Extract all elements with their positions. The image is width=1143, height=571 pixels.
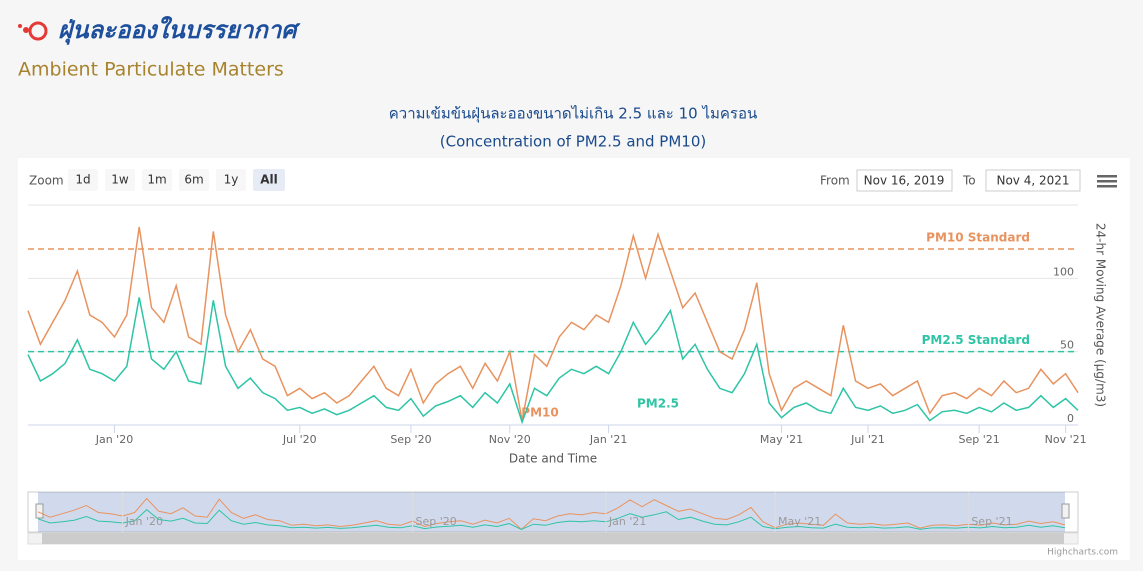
- series-line: [27, 226, 1079, 421]
- x-tick-label: Jul '21: [850, 433, 885, 446]
- range-button-label: 1d: [75, 173, 90, 187]
- from-value: Nov 16, 2019: [864, 174, 945, 188]
- range-button[interactable]: [179, 169, 209, 191]
- series-line: [27, 297, 1079, 425]
- navigator-mask[interactable]: [38, 492, 1065, 532]
- x-tick-label: Jan '20: [95, 433, 133, 446]
- navigator-tick-label: Sep '21: [971, 515, 1012, 528]
- range-button-label: All: [260, 173, 278, 187]
- navigator-handle[interactable]: [35, 503, 44, 519]
- to-value: Nov 4, 2021: [996, 174, 1069, 188]
- navigator-tick-label: Sep '20: [416, 515, 457, 528]
- range-button-label: 1w: [111, 173, 129, 187]
- x-axis-title: Date and Time: [509, 452, 597, 466]
- y-tick-label: 100: [1053, 265, 1074, 278]
- x-tick-label: Sep '21: [959, 433, 1000, 446]
- x-tick-label: May '21: [760, 433, 803, 446]
- to-label: To: [962, 174, 976, 188]
- y-tick-label: 50: [1060, 339, 1074, 352]
- x-tick-label: Sep '20: [390, 433, 431, 446]
- range-button-label: 1m: [147, 173, 166, 187]
- y-tick-label: 0: [1067, 412, 1074, 425]
- range-button[interactable]: [105, 169, 135, 191]
- x-tick-label: Jan '21: [589, 433, 627, 446]
- range-button-label: 6m: [184, 173, 203, 187]
- range-button[interactable]: [216, 169, 246, 191]
- standard-label: PM2.5 Standard: [922, 333, 1030, 347]
- menu-bar: [1097, 175, 1117, 178]
- x-tick-label: Jul '20: [282, 433, 317, 446]
- series-label: PM10: [521, 406, 558, 420]
- logo-dot: [23, 27, 29, 33]
- chart-title: ความเข้มข้นฝุ่นละอองขนาดไม่เกิน 2.5 และ …: [389, 105, 757, 124]
- menu-bar: [1097, 185, 1117, 188]
- zoom-label: Zoom: [29, 174, 64, 188]
- from-label: From: [820, 174, 850, 188]
- range-selector: Zoom 1d 1w 1m 6m 1y All From Nov 16, 2019 To Nov 4…: [29, 169, 1081, 192]
- credits[interactable]: Highcharts.com: [1047, 548, 1118, 558]
- x-tick-label: Nov '20: [489, 433, 531, 446]
- chart-subtitle: (Concentration of PM2.5 and PM10): [440, 133, 706, 151]
- menu-bar: [1097, 180, 1117, 183]
- range-button[interactable]: [142, 169, 172, 191]
- scrollbar-thumb[interactable]: [42, 533, 1064, 544]
- y-axis-title: 24-hr Moving Average (µg/m3): [1094, 223, 1108, 407]
- series-label: PM2.5: [637, 397, 679, 411]
- navigator-tick-label: Jan '21: [608, 515, 646, 528]
- site-subtitle: Ambient Particulate Matters: [18, 59, 284, 81]
- from-input[interactable]: [856, 169, 953, 192]
- range-button-label: 1y: [224, 173, 239, 187]
- to-input[interactable]: [985, 169, 1081, 192]
- navigator-tick-label: May '21: [778, 515, 821, 528]
- navigator-line: [37, 497, 1066, 530]
- standard-label: PM10 Standard: [926, 231, 1030, 245]
- menu-button[interactable]: [1097, 175, 1117, 188]
- navigator-frame: [27, 491, 1079, 533]
- logo-dot: [18, 24, 22, 28]
- navigator-handle[interactable]: [1061, 503, 1070, 519]
- x-tick-label: Nov '21: [1045, 433, 1087, 446]
- logo-cloud: [28, 21, 48, 41]
- navigator-tick-label: Jan '20: [125, 515, 163, 528]
- site-title: ฝุ่นละอองในบรรยากาศ: [58, 16, 301, 45]
- range-button[interactable]: [68, 169, 98, 191]
- navigator-line: [37, 509, 1066, 531]
- range-button[interactable]: [253, 169, 285, 191]
